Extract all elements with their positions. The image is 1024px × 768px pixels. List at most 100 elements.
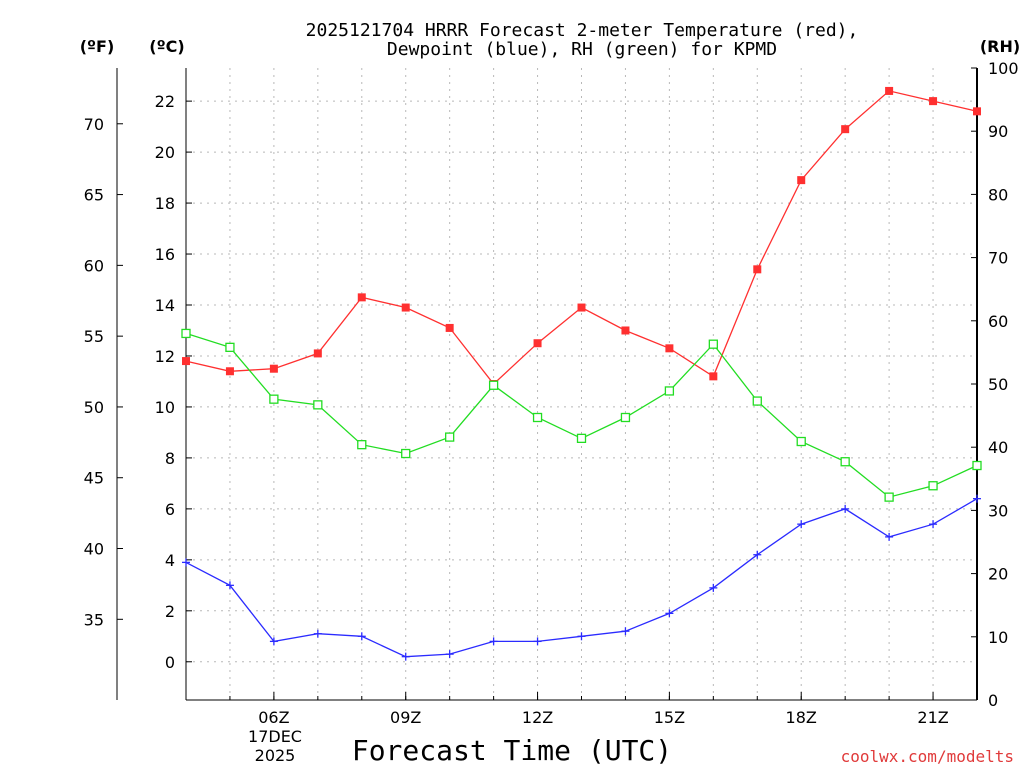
dewpoint-point: [709, 583, 718, 592]
fahrenheit-tick-label: 65: [84, 186, 104, 205]
rh-tick-label: 60: [988, 312, 1008, 331]
rh-point: [445, 432, 455, 442]
rh-point: [972, 460, 982, 471]
2-meter-temperature-point: [709, 372, 718, 381]
rh-tick-label: 30: [988, 501, 1008, 520]
chart-title-line-1: 2025121704 HRRR Forecast 2-meter Tempera…: [306, 20, 859, 41]
series-layer: [181, 86, 982, 661]
2-meter-temperature-point: [841, 125, 850, 134]
dewpoint-point: [929, 520, 938, 529]
rh-tick-label: 50: [988, 375, 1008, 394]
dewpoint-point: [577, 632, 586, 641]
rh-point: [181, 328, 191, 339]
celsius-tick-label: 14: [155, 296, 175, 315]
2-meter-temperature-point: [973, 107, 981, 116]
dewpoint-point: [401, 652, 410, 661]
2-meter-temperature-point: [885, 86, 894, 95]
axes-layer: 0 2 4 6 8 10 12 14 16 18 20 22 35 40 45 50 55 60 65 70 0 10 20…: [84, 59, 1019, 727]
dewpoint-point: [182, 558, 190, 567]
rh-point: [840, 457, 850, 467]
rh-point: [401, 448, 411, 459]
rh-tick-label: 0: [988, 691, 998, 710]
2-meter-temperature-point: [797, 176, 806, 185]
2-meter-temperature-point: [577, 303, 586, 312]
rh-tick-label: 80: [988, 185, 1008, 204]
celsius-tick-label: 6: [165, 500, 175, 519]
grid-layer: [186, 68, 977, 700]
x-tick-label: 12Z: [522, 708, 553, 727]
fahrenheit-tick-label: 35: [84, 610, 104, 629]
x-tick-label: 09Z: [390, 708, 421, 727]
2-meter-temperature-point: [445, 323, 454, 332]
rh-point: [884, 492, 894, 502]
rh-point: [357, 440, 367, 450]
2-meter-temperature-point: [929, 97, 938, 106]
rh-point: [928, 481, 938, 491]
2-meter-temperature-point: [182, 357, 190, 366]
rh-point: [752, 396, 762, 406]
rh-point: [313, 400, 323, 410]
celsius-tick-label: 10: [155, 398, 175, 417]
x-tick-label: 18Z: [786, 708, 817, 727]
dewpoint-point: [225, 581, 234, 590]
celsius-tick-label: 20: [155, 143, 175, 162]
dewpoint-point: [885, 532, 894, 541]
rh-point: [225, 342, 235, 352]
chart-title-line-2: Dewpoint (blue), RH (green) for KPMD: [387, 39, 777, 60]
rh-tick-label: 40: [988, 438, 1008, 457]
celsius-tick-label: 4: [165, 551, 175, 570]
rh-point: [796, 436, 806, 447]
credit-text: coolwx.com/modelts: [841, 747, 1014, 766]
rh-tick-label: 90: [988, 122, 1008, 141]
fahrenheit-tick-label: 60: [84, 256, 104, 275]
celsius-tick-label: 12: [155, 347, 175, 366]
2-meter-temperature-point: [533, 339, 542, 348]
dewpoint-point: [269, 637, 278, 646]
dewpoint-point: [445, 650, 454, 659]
celsius-tick-label: 16: [155, 245, 175, 264]
rh-point: [532, 412, 543, 423]
date-label-day: 17DEC: [248, 727, 302, 746]
fahrenheit-tick-label: 70: [84, 115, 104, 134]
dewpoint-point: [665, 609, 674, 618]
dewpoint-point: [797, 520, 806, 529]
fahrenheit-unit-label: (ºF): [80, 37, 115, 56]
x-axis-label: Forecast Time (UTC): [352, 734, 672, 767]
2-meter-temperature-point: [401, 303, 410, 312]
dewpoint-point: [841, 504, 850, 513]
2-meter-temperature-point: [753, 265, 762, 274]
2-meter-temperature-point: [225, 367, 234, 376]
celsius-unit-label: (ºC): [149, 37, 184, 56]
dewpoint-point: [313, 629, 322, 638]
rh-point: [620, 412, 631, 423]
rh-point: [488, 380, 499, 390]
2-meter-temperature-point: [357, 293, 366, 302]
2-meter-temperature-point: [269, 364, 278, 373]
x-tick-label: 21Z: [917, 708, 948, 727]
rh-point: [664, 386, 675, 396]
rh-unit-label: (RH): [980, 37, 1020, 56]
rh-tick-label: 20: [988, 565, 1008, 584]
fahrenheit-tick-label: 55: [84, 327, 104, 346]
rh-tick-label: 70: [988, 249, 1008, 268]
dewpoint-point: [621, 627, 630, 636]
x-tick-label: 15Z: [654, 708, 685, 727]
2-meter-temperature-point: [665, 344, 674, 353]
rh-tick-label: 10: [988, 628, 1008, 647]
x-tick-label: 06Z: [258, 708, 289, 727]
date-label-year: 2025: [255, 746, 296, 765]
fahrenheit-tick-label: 45: [84, 469, 104, 488]
2-meter-temperature-point: [313, 349, 322, 358]
dewpoint-point: [533, 637, 542, 646]
fahrenheit-tick-label: 40: [84, 540, 104, 559]
dewpoint-point: [973, 494, 981, 503]
dewpoint-point: [753, 550, 762, 559]
rh-point: [576, 433, 587, 444]
rh-tick-label: 100: [988, 59, 1019, 78]
celsius-tick-label: 22: [155, 92, 175, 111]
rh-point: [269, 394, 279, 404]
fahrenheit-tick-label: 50: [84, 398, 104, 417]
2-meter-temperature-point: [621, 326, 630, 335]
celsius-tick-label: 18: [155, 194, 175, 213]
